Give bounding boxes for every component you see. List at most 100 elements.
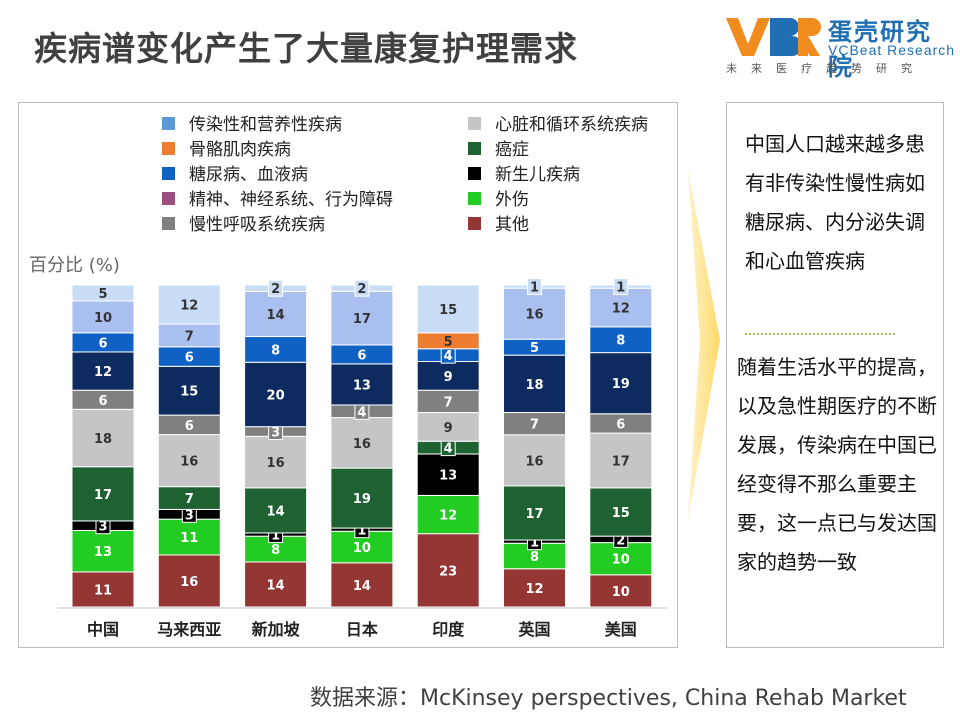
legend-swatch: [468, 217, 481, 230]
value-label: 8: [271, 543, 280, 558]
value-label-box: [354, 279, 370, 297]
bar-segment: [330, 562, 394, 608]
value-label: 16: [180, 575, 198, 590]
category-label: 英国: [517, 620, 550, 639]
bar-segment: [330, 417, 394, 469]
bar-segment: [416, 412, 480, 442]
logo-name-cn: 蛋壳研究院: [828, 18, 932, 81]
bar-segment: [503, 434, 566, 487]
legend-swatch: [162, 117, 175, 130]
logo-tagline: 未来医疗趋势研究: [726, 62, 926, 75]
bar-segment: [71, 284, 135, 302]
bar-segment: [71, 466, 135, 522]
bar-segment: [503, 568, 566, 608]
bar-segment: [589, 432, 653, 489]
value-label: 16: [525, 308, 543, 323]
value-label: 12: [439, 509, 457, 524]
value-label: 12: [94, 365, 112, 380]
value-label: 8: [616, 334, 625, 349]
value-label: 16: [525, 454, 543, 469]
value-label: 1: [530, 536, 539, 551]
bar-segment: [589, 542, 653, 576]
value-label: 3: [271, 426, 280, 441]
bar-segment: [589, 574, 653, 608]
value-label: 5: [444, 335, 453, 350]
value-label: 11: [94, 583, 112, 598]
value-label: 6: [357, 348, 366, 363]
value-label: 15: [439, 303, 457, 318]
bar-segment: [71, 571, 135, 608]
logo-name-en: VCBeat Research: [828, 42, 956, 58]
value-label: 18: [525, 378, 543, 393]
bar-segment: [589, 352, 653, 415]
bar-segment: [244, 361, 308, 428]
legend-label: 新生儿疾病: [495, 165, 580, 185]
value-label: 4: [444, 349, 453, 364]
value-label: 15: [612, 506, 630, 521]
logo: 蛋壳研究院 VCBeat Research 未来医疗趋势研究: [724, 12, 956, 81]
notes-panel: 中国人口越来越多患有非传染性慢性病如糖尿病、内分泌失调和心血管疾病 随着生活水平…: [726, 102, 944, 648]
legend-label: 传染性和营养性疾病: [189, 115, 342, 135]
value-label: 10: [353, 541, 371, 556]
value-label: 2: [616, 533, 625, 548]
value-label: 9: [444, 370, 453, 385]
bar-segment: [71, 351, 135, 391]
value-label: 6: [98, 336, 107, 351]
bar-segment: [244, 336, 308, 363]
value-label: 17: [612, 454, 630, 469]
value-label: 5: [530, 341, 539, 356]
legend-swatch: [468, 192, 481, 205]
value-label: 14: [353, 579, 371, 594]
bar-segment: [157, 365, 221, 416]
category-label: 中国: [87, 620, 119, 639]
bar-segment: [416, 533, 480, 608]
category-label: 美国: [605, 620, 637, 639]
value-label-box: [527, 278, 542, 296]
legend-label: 外伤: [495, 190, 529, 210]
bar-segment: [157, 434, 221, 488]
note-chronic-disease: 中国人口越来越多患有非传染性慢性病如糖尿病、内分泌失调和心血管疾病: [745, 132, 925, 273]
bar-segment: [244, 290, 308, 338]
category-label: 印度: [432, 620, 465, 639]
value-label: 18: [94, 432, 112, 447]
legend-label: 糖尿病、血液病: [189, 165, 308, 185]
data-source: 数据来源：McKinsey perspectives, China Rehab …: [310, 686, 907, 711]
bars: 1113317186126105161137166156712148114163…: [71, 278, 653, 608]
value-label: 7: [185, 329, 194, 344]
value-label: 13: [94, 545, 112, 560]
value-label: 16: [180, 455, 198, 470]
value-label: 4: [444, 442, 453, 457]
category-label: 马来西亚: [157, 620, 221, 639]
value-label: 5: [98, 287, 107, 302]
legend-label: 骨骼肌肉疾病: [189, 140, 291, 160]
value-label: 1: [271, 529, 280, 544]
bar-segment: [157, 284, 221, 325]
legend-swatch: [162, 167, 175, 180]
bar-segment: [503, 287, 566, 340]
bar-segment: [503, 485, 566, 541]
category-label: 新加坡: [252, 620, 301, 639]
value-label: 7: [185, 492, 194, 507]
value-label: 11: [180, 531, 198, 546]
legend-swatch: [162, 142, 175, 155]
value-label-box: [613, 278, 629, 296]
legend-label: 精神、神经系统、行为障碍: [189, 190, 393, 210]
value-label: 14: [267, 578, 285, 593]
legend-swatch: [162, 217, 175, 230]
value-label: 12: [180, 299, 198, 314]
value-label-box: [268, 279, 284, 297]
value-label: 1: [616, 281, 625, 296]
bar-segment: [71, 408, 135, 468]
logo-mark-icon: [726, 18, 821, 56]
y-axis-label: 百分比 (%): [29, 255, 120, 276]
value-label: 6: [185, 351, 194, 366]
category-label: 日本: [346, 620, 378, 639]
value-label: 10: [612, 553, 630, 568]
bar-segment: [416, 453, 480, 496]
value-label: 14: [267, 308, 285, 323]
value-label: 23: [439, 564, 457, 579]
value-label: 6: [98, 394, 107, 409]
bar-segment: [416, 494, 480, 535]
